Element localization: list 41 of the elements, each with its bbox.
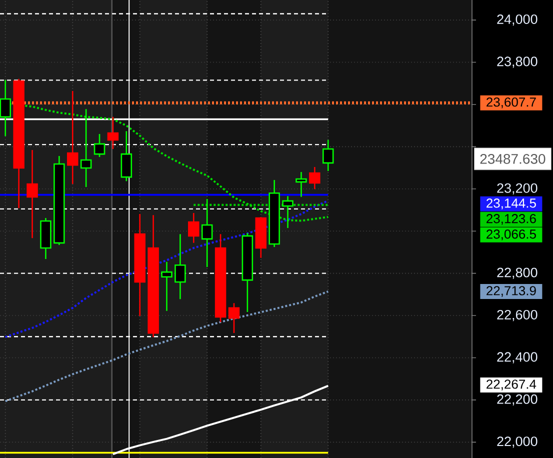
candlestick xyxy=(0,79,12,137)
candlestick xyxy=(174,233,186,300)
text: 22,713.9 xyxy=(486,286,536,297)
y-tick-label: 22,800 xyxy=(497,268,538,279)
line-series xyxy=(4,200,330,338)
y-tick-label: 22,400 xyxy=(497,352,538,364)
y-tick-label: 22,000 xyxy=(497,436,538,448)
text: 23,066.5 xyxy=(486,230,536,240)
y-tick-label: 22,200 xyxy=(497,394,538,406)
candlestick xyxy=(242,232,254,313)
candlestick xyxy=(255,216,267,259)
candlestick xyxy=(148,214,159,338)
candlestick xyxy=(201,198,213,268)
text: 22,267.4 xyxy=(486,380,536,390)
candlestick xyxy=(322,139,334,172)
candlestick xyxy=(26,149,38,239)
candlestick xyxy=(134,213,146,317)
ref-line-label: 23,607.7 xyxy=(486,97,536,108)
y-tick-label: 24,000 xyxy=(497,14,538,26)
text: 23,144.5 xyxy=(486,198,536,210)
candlestick xyxy=(54,155,65,246)
candlestick xyxy=(94,133,106,158)
y-tick-label: 23,200 xyxy=(497,183,538,194)
candlestick xyxy=(282,195,294,229)
candlestick xyxy=(40,217,52,260)
candlestick xyxy=(214,233,226,323)
candlestick xyxy=(66,90,78,185)
y-tick-label: 23,800 xyxy=(497,56,538,68)
candlestick xyxy=(161,261,172,312)
candlestick xyxy=(13,78,24,209)
candlestick xyxy=(296,171,307,198)
candlestick xyxy=(107,116,119,150)
y-tick-label: 22,600 xyxy=(497,310,538,322)
text: 23,123.6 xyxy=(486,214,536,225)
candlestick xyxy=(188,212,200,244)
text: 23487.630 xyxy=(480,154,546,164)
candlestick xyxy=(80,108,92,188)
candlestick xyxy=(268,179,280,248)
candlestick xyxy=(309,166,320,190)
candlestick xyxy=(120,130,132,182)
candlestick xyxy=(228,302,240,334)
